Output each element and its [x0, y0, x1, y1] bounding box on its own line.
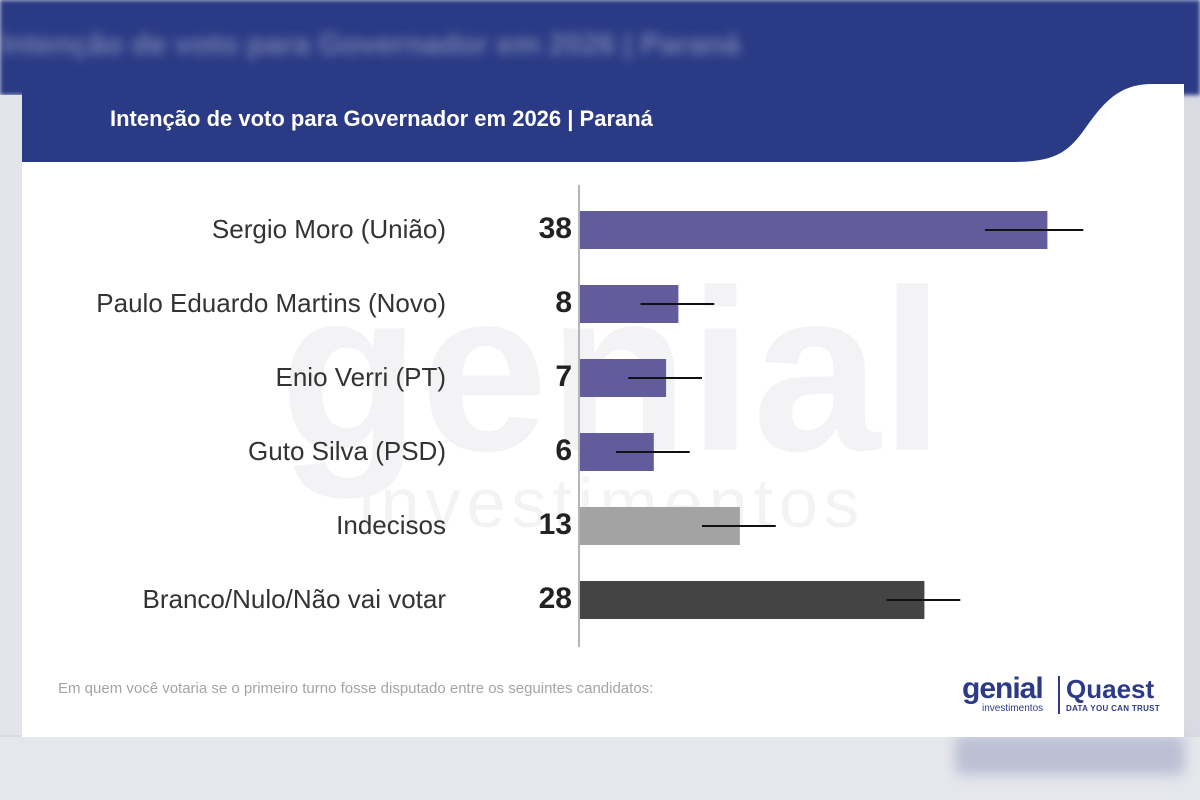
genial-logo: genial investimentos	[962, 672, 1044, 714]
bar	[580, 211, 1048, 249]
header-banner-shape	[22, 80, 1184, 162]
blurred-background-side	[0, 95, 22, 735]
value-label: 7	[555, 360, 572, 393]
value-label: 28	[538, 582, 572, 615]
question-footnote: Em quem você votaria se o primeiro turno…	[58, 680, 654, 697]
chart-header: Intenção de voto para Governador em 2026…	[22, 80, 1184, 162]
value-label: 13	[538, 508, 572, 541]
category-label: Branco/Nulo/Não vai votar	[142, 584, 446, 614]
category-label: Sergio Moro (União)	[211, 214, 446, 244]
genial-logo-subtext: investimentos	[982, 703, 1044, 714]
bar	[580, 581, 925, 619]
value-label: 38	[538, 212, 572, 245]
blurred-background-logos	[955, 735, 1185, 775]
bar-chart-svg	[578, 185, 1084, 647]
quaest-logo-tagline: DATA YOU CAN TRUST	[1066, 704, 1160, 713]
genial-logo-text: genial	[962, 672, 1044, 705]
category-label: Paulo Eduardo Martins (Novo)	[96, 288, 446, 318]
quaest-logo: Quaest DATA YOU CAN TRUST	[1066, 674, 1160, 714]
chart-card: Intenção de voto para Governador em 2026…	[22, 80, 1184, 737]
value-label: 6	[555, 434, 572, 467]
quaest-logo-text: Quaest	[1066, 674, 1155, 704]
category-label: Enio Verri (PT)	[275, 362, 447, 392]
logo-divider	[1058, 676, 1060, 714]
value-label: 8	[555, 286, 572, 319]
blurred-background-title: Intenção de voto para Governador em 2026…	[0, 28, 741, 61]
bar-chart: Sergio Moro (União) 38 Paulo Eduardo Marti…	[22, 80, 1184, 737]
blurred-background-header	[0, 0, 1200, 95]
category-label: Guto Silva (PSD)	[248, 436, 446, 466]
chart-title: Intenção de voto para Governador em 2026…	[110, 106, 653, 131]
category-label: Indecisos	[336, 510, 446, 540]
